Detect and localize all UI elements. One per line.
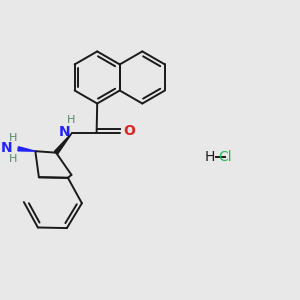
Text: Cl: Cl	[219, 150, 232, 164]
Text: H: H	[205, 150, 215, 164]
Polygon shape	[18, 147, 35, 151]
Text: N: N	[59, 124, 71, 139]
Text: H: H	[67, 116, 75, 125]
Text: O: O	[123, 124, 135, 138]
Text: N: N	[1, 141, 13, 155]
Text: H: H	[9, 154, 18, 164]
Polygon shape	[54, 133, 72, 154]
Text: H: H	[9, 133, 18, 143]
